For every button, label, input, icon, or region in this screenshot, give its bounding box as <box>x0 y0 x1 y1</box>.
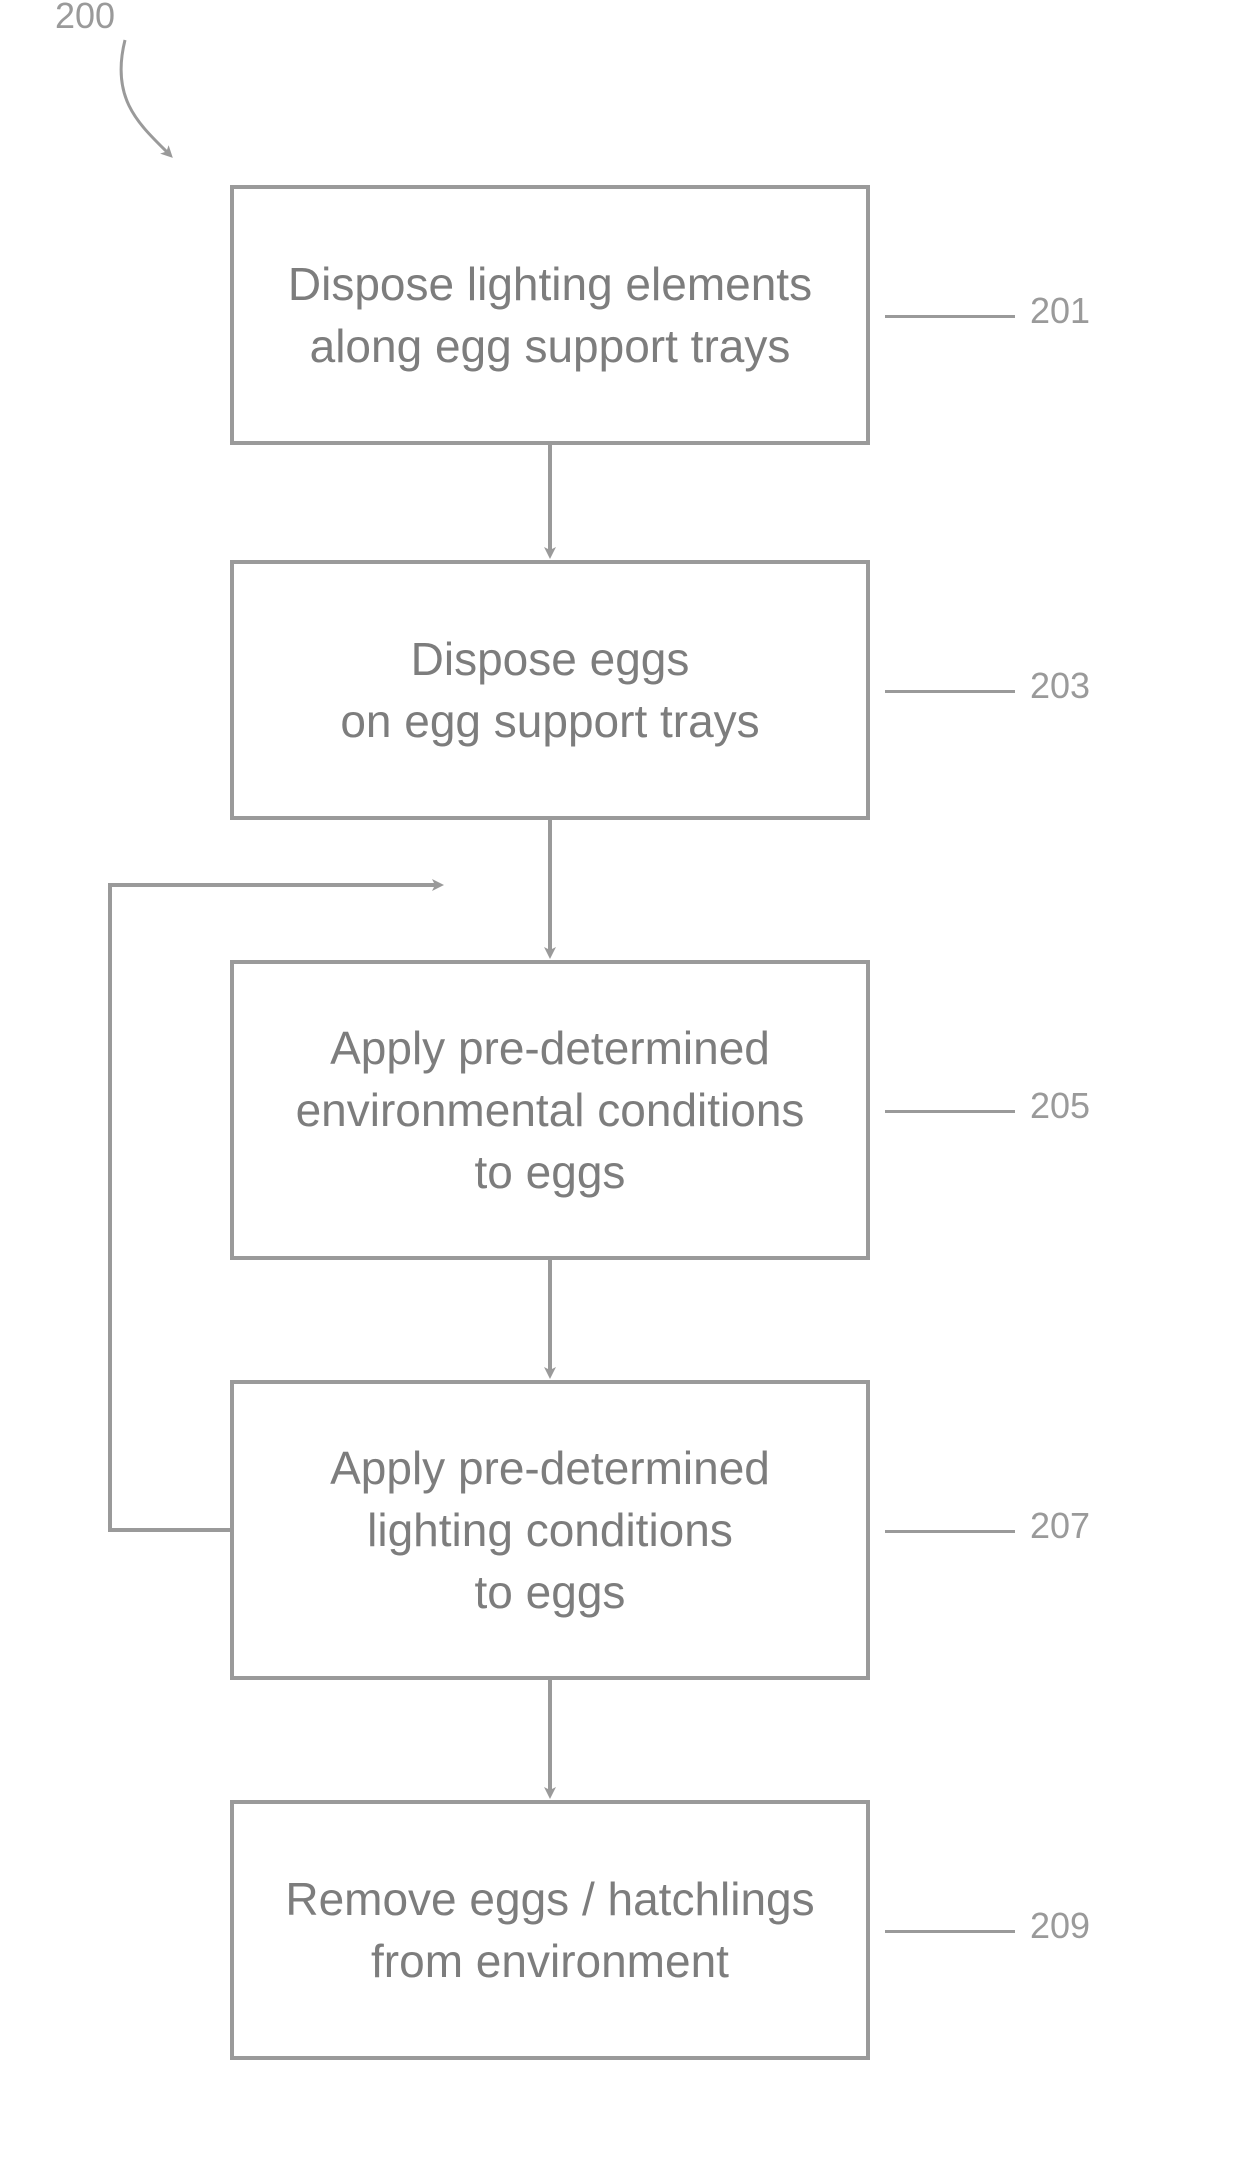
step-line: to eggs <box>330 1561 770 1623</box>
step-ref-label: 209 <box>1030 1905 1090 1947</box>
step-ref-label: 201 <box>1030 290 1090 332</box>
step-line: environmental conditions <box>296 1079 805 1141</box>
step-ref-label: 203 <box>1030 665 1090 707</box>
step-line: from environment <box>285 1930 814 1992</box>
step-ref-text: 207 <box>1030 1505 1090 1546</box>
flow-step-207: Apply pre-determinedlighting conditionst… <box>230 1380 870 1680</box>
step-ref-label: 205 <box>1030 1085 1090 1127</box>
step-ref-text: 209 <box>1030 1905 1090 1946</box>
leader-line <box>885 315 1015 318</box>
leader-line <box>885 690 1015 693</box>
leader-line <box>885 1110 1015 1113</box>
figure-ref-text: 200 <box>55 0 115 36</box>
step-ref-text: 201 <box>1030 290 1090 331</box>
step-line: Dispose lighting elements <box>288 253 812 315</box>
step-line: Dispose eggs <box>340 628 759 690</box>
figure-ref-label: 200 <box>55 0 115 37</box>
step-line: Remove eggs / hatchlings <box>285 1868 814 1930</box>
step-ref-text: 205 <box>1030 1085 1090 1126</box>
step-line: lighting conditions <box>330 1499 770 1561</box>
step-line: along egg support trays <box>288 315 812 377</box>
step-line: on egg support trays <box>340 690 759 752</box>
flow-step-209: Remove eggs / hatchlingsfrom environment <box>230 1800 870 2060</box>
flow-step-201: Dispose lighting elementsalong egg suppo… <box>230 185 870 445</box>
leader-line <box>885 1930 1015 1933</box>
leader-line <box>885 1530 1015 1533</box>
step-line: to eggs <box>296 1141 805 1203</box>
step-line: Apply pre-determined <box>330 1437 770 1499</box>
step-ref-label: 207 <box>1030 1505 1090 1547</box>
flowchart-canvas: 200 Dispose lighting elementsalong egg s… <box>0 0 1240 2157</box>
step-ref-text: 203 <box>1030 665 1090 706</box>
flow-step-205: Apply pre-determinedenvironmental condit… <box>230 960 870 1260</box>
flow-step-203: Dispose eggson egg support trays <box>230 560 870 820</box>
step-line: Apply pre-determined <box>296 1017 805 1079</box>
